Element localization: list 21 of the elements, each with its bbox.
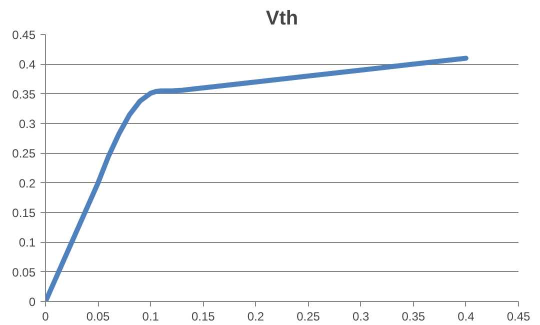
- x-tick-label: 0.2: [247, 310, 264, 324]
- x-tick-label: 0.45: [506, 310, 531, 324]
- x-tick-label: 0.35: [402, 310, 426, 324]
- y-tick-label: 0.3: [18, 117, 36, 131]
- chart-title: Vth: [266, 8, 298, 30]
- x-tick-label: 0.1: [142, 310, 160, 324]
- y-tick-label: 0.4: [18, 58, 36, 72]
- x-tick-label: 0.4: [458, 310, 475, 324]
- y-tick-label: 0.05: [12, 265, 36, 280]
- y-tick-label: 0.15: [12, 206, 36, 220]
- y-tick-label: 0: [28, 295, 36, 309]
- x-tick-label: 0.05: [86, 310, 110, 324]
- y-tick-label: 0.45: [12, 28, 36, 42]
- x-tick-label: 0.15: [191, 310, 216, 324]
- x-tick-label: 0.25: [296, 310, 320, 324]
- x-tick-label: 0.3: [352, 310, 370, 324]
- y-tick-label: 0.25: [12, 146, 36, 161]
- y-tick-label: 0.2: [18, 176, 36, 190]
- y-tick-label: 0.35: [12, 87, 36, 102]
- y-tick-label: 0.1: [18, 236, 36, 250]
- x-tick-label: 0: [42, 310, 50, 324]
